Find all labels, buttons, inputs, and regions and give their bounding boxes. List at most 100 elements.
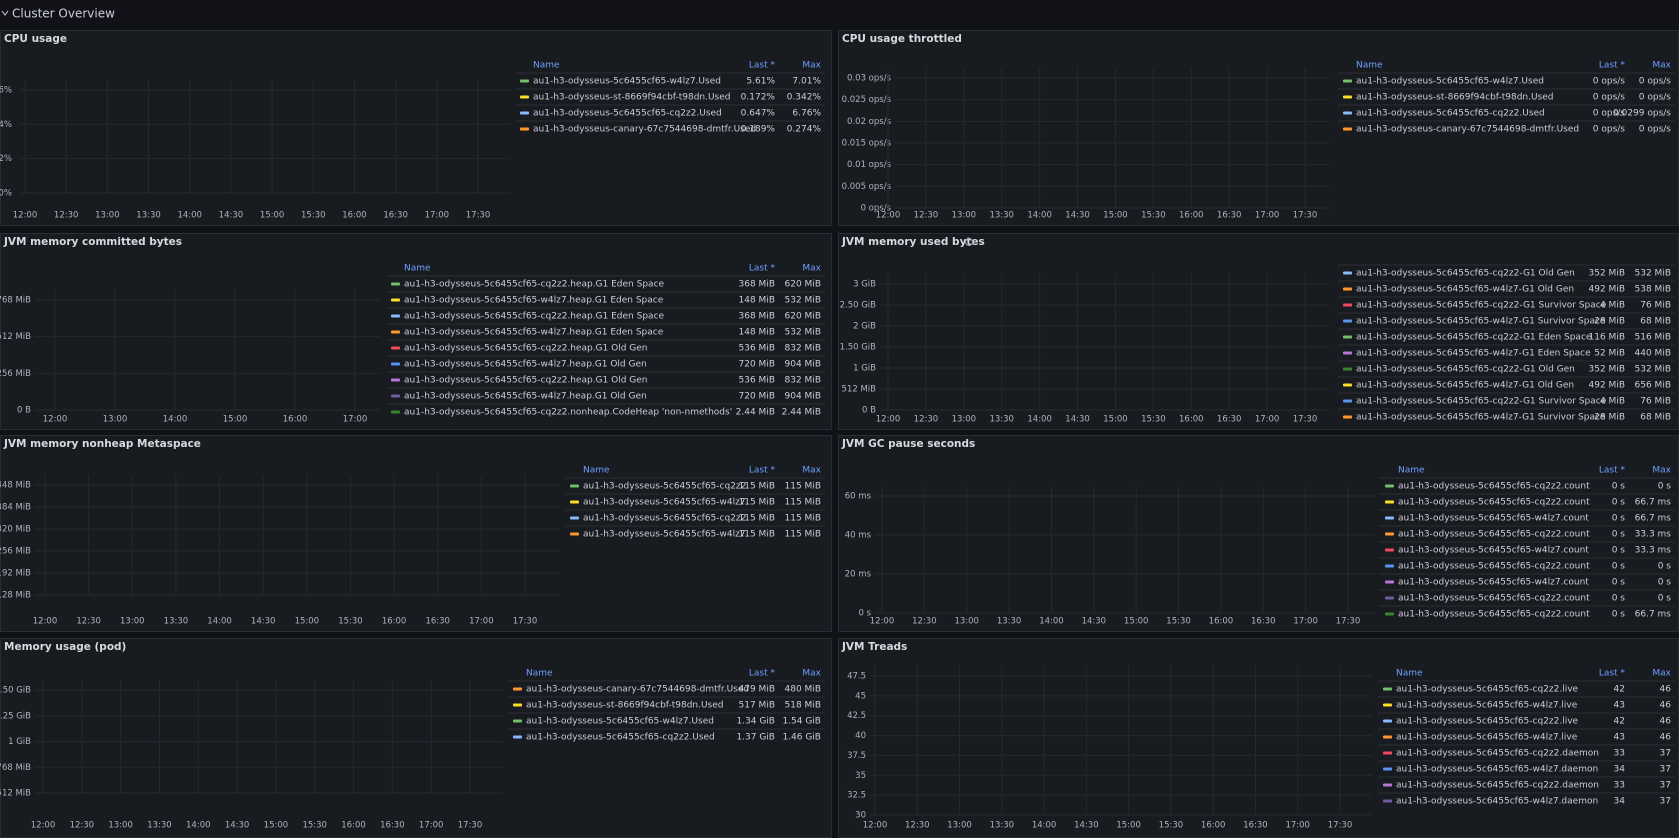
legend-last: 34 <box>1614 765 1626 775</box>
legend-name[interactable]: au1-h3-odysseus-5c6455cf65-w4lz7.daemon <box>1396 797 1598 807</box>
legend-name[interactable]: au1-h3-odysseus-5c6455cf65-cq2z2.count <box>1398 610 1590 620</box>
legend-name[interactable]: au1-h3-odysseus-5c6455cf65-cq2z2.Used <box>1356 109 1545 119</box>
legend-name[interactable]: au1-h3-odysseus-5c6455cf65-w4lz7-G1 Old … <box>1356 285 1574 295</box>
legend-header: Name <box>404 264 431 274</box>
legend-name[interactable]: au1-h3-odysseus-5c6455cf65-cq2z2.Used <box>533 109 722 119</box>
legend-name[interactable]: au1-h3-odysseus-5c6455cf65-cq2z2.heap.G1… <box>404 280 665 290</box>
legend-name[interactable]: au1-h3-odysseus-5c6455cf65-cq2z2.count <box>1398 498 1590 508</box>
legend-name[interactable]: au1-h3-odysseus-5c6455cf65-cq2z2.live <box>1396 685 1579 695</box>
legend-header: Last * <box>1599 669 1626 679</box>
legend-name[interactable]: au1-h3-odysseus-5c6455cf65-w4lz7.heap.G1… <box>404 360 647 370</box>
legend-swatch <box>520 95 529 99</box>
dashboard-title: Cluster Overview <box>12 7 115 21</box>
panel <box>838 30 1679 226</box>
legend-max: 0 s <box>1658 482 1672 492</box>
legend-max: 115 MiB <box>785 514 821 524</box>
x-tick-label: 17:00 <box>425 211 450 221</box>
legend-max: 2.44 MiB <box>782 408 821 418</box>
legend-name[interactable]: au1-h3-odysseus-5c6455cf65-w4lz7.heap.G1… <box>404 392 647 402</box>
x-tick-label: 16:00 <box>283 415 308 425</box>
legend-name[interactable]: au1-h3-odysseus-5c6455cf65-w4lz7-G1 Eden… <box>1356 349 1591 359</box>
y-tick-label: 256 MiB <box>0 547 31 557</box>
legend-name[interactable]: au1-h3-odysseus-canary-67c7544698-dmtfr.… <box>533 125 756 135</box>
legend-name[interactable]: au1-h3-odysseus-5c6455cf65-w4lz7 <box>583 530 746 540</box>
legend-name[interactable]: au1-h3-odysseus-5c6455cf65-w4lz7 <box>583 498 746 508</box>
x-tick-label: 15:30 <box>338 617 363 627</box>
legend-name[interactable]: au1-h3-odysseus-5c6455cf65-w4lz7.count <box>1398 514 1589 524</box>
panel <box>838 435 1679 632</box>
legend-last: 0 s <box>1612 514 1626 524</box>
legend-name[interactable]: au1-h3-odysseus-5c6455cf65-w4lz7-G1 Old … <box>1356 381 1574 391</box>
panel <box>0 233 832 430</box>
legend-name[interactable]: au1-h3-odysseus-5c6455cf65-cq2z2.heap.G1… <box>404 312 665 322</box>
legend-name[interactable]: au1-h3-odysseus-5c6455cf65-cq2z2.count <box>1398 530 1590 540</box>
legend-name[interactable]: au1-h3-odysseus-st-8669f94cbf-t98dn.Used <box>1356 93 1554 103</box>
x-tick-label: 13:00 <box>954 617 979 627</box>
legend-name[interactable]: au1-h3-odysseus-st-8669f94cbf-t98dn.Used <box>533 93 731 103</box>
legend-name[interactable]: au1-h3-odysseus-5c6455cf65-w4lz7-G1 Surv… <box>1356 317 1606 327</box>
legend-name[interactable]: au1-h3-odysseus-st-8669f94cbf-t98dn.Used <box>526 701 724 711</box>
x-tick-label: 13:00 <box>952 211 977 221</box>
legend-max: 0 s <box>1658 578 1672 588</box>
legend-name[interactable]: au1-h3-odysseus-5c6455cf65-w4lz7.Used <box>526 717 714 727</box>
x-tick-label: 14:00 <box>1039 617 1064 627</box>
legend-name[interactable]: au1-h3-odysseus-5c6455cf65-cq2z2.daemon <box>1396 749 1599 759</box>
legend-last: 1.37 GiB <box>736 733 775 743</box>
legend-last: 43 <box>1614 701 1625 711</box>
legend-name[interactable]: au1-h3-odysseus-5c6455cf65-cq2z2.count <box>1398 594 1590 604</box>
legend-header: Last * <box>749 669 776 679</box>
x-tick-label: 14:30 <box>1065 415 1090 425</box>
legend-last: 0 s <box>1612 594 1626 604</box>
legend-name[interactable]: au1-h3-odysseus-5c6455cf65-cq2z2.heap.G1… <box>404 376 648 386</box>
legend-name[interactable]: au1-h3-odysseus-canary-67c7544698-dmtfr.… <box>526 685 749 695</box>
legend-name[interactable]: au1-h3-odysseus-5c6455cf65-cq2z2-G1 Old … <box>1356 269 1575 279</box>
legend-name[interactable]: au1-h3-odysseus-5c6455cf65-cq2z2-G1 Eden… <box>1356 333 1592 343</box>
legend-max: 0.274% <box>787 125 822 135</box>
legend-last: 352 MiB <box>1589 365 1625 375</box>
legend-name[interactable]: au1-h3-odysseus-canary-67c7544698-dmtfr.… <box>1356 125 1579 135</box>
legend-name[interactable]: au1-h3-odysseus-5c6455cf65-cq2z2.heap.G1… <box>404 344 648 354</box>
legend-name[interactable]: au1-h3-odysseus-5c6455cf65-cq2z2.daemon <box>1396 781 1599 791</box>
legend-name[interactable]: au1-h3-odysseus-5c6455cf65-cq2z2.live <box>1396 717 1579 727</box>
x-tick-label: 17:30 <box>1293 211 1318 221</box>
legend-name[interactable]: au1-h3-odysseus-5c6455cf65-w4lz7-G1 Surv… <box>1356 413 1606 423</box>
legend-max: 76 MiB <box>1640 301 1671 311</box>
collapse-icon[interactable] <box>1 10 9 16</box>
legend-name[interactable]: au1-h3-odysseus-5c6455cf65-w4lz7.Used <box>533 77 721 87</box>
panel <box>838 233 1679 430</box>
x-tick-label: 15:00 <box>264 821 289 831</box>
legend-name[interactable]: au1-h3-odysseus-5c6455cf65-w4lz7.Used <box>1356 77 1544 87</box>
y-tick-label: 192 MiB <box>0 569 31 579</box>
legend-name[interactable]: au1-h3-odysseus-5c6455cf65-w4lz7.count <box>1398 546 1589 556</box>
legend-name[interactable]: au1-h3-odysseus-5c6455cf65-w4lz7.live <box>1396 701 1578 711</box>
y-tick-label: 20 ms <box>845 570 872 580</box>
legend-name[interactable]: au1-h3-odysseus-5c6455cf65-cq2z2.count <box>1398 562 1590 572</box>
legend-name[interactable]: au1-h3-odysseus-5c6455cf65-w4lz7.daemon <box>1396 765 1598 775</box>
legend-max: 620 MiB <box>785 312 821 322</box>
y-tick-label: 40 <box>855 731 866 741</box>
y-tick-label: 0.005 ops/s <box>842 182 892 192</box>
legend-name[interactable]: au1-h3-odysseus-5c6455cf65-cq2z2.Used <box>526 733 715 743</box>
legend-name[interactable]: au1-h3-odysseus-5c6455cf65-cq2z2-G1 Surv… <box>1356 301 1607 311</box>
legend-name[interactable]: au1-h3-odysseus-5c6455cf65-w4lz7.heap.G1… <box>404 296 664 306</box>
legend-name[interactable]: au1-h3-odysseus-5c6455cf65-cq2z2-G1 Old … <box>1356 365 1575 375</box>
legend-name[interactable]: au1-h3-odysseus-5c6455cf65-w4lz7.heap.G1… <box>404 328 664 338</box>
legend-max: 0 ops/s <box>1639 77 1672 87</box>
legend-max: 620 MiB <box>785 280 821 290</box>
legend-name[interactable]: au1-h3-odysseus-5c6455cf65-cq2z2.count <box>1398 482 1590 492</box>
legend-name[interactable]: au1-h3-odysseus-5c6455cf65-cq2z2.nonheap… <box>404 408 732 418</box>
legend-name[interactable]: au1-h3-odysseus-5c6455cf65-cq2z2 <box>583 482 746 492</box>
legend-last: 0 ops/s <box>1593 93 1626 103</box>
legend-name[interactable]: au1-h3-odysseus-5c6455cf65-cq2z2-G1 Surv… <box>1356 397 1607 407</box>
y-tick-label: 2.50 GiB <box>840 301 877 311</box>
y-tick-label: 1 GiB <box>8 737 31 747</box>
legend-name[interactable]: au1-h3-odysseus-5c6455cf65-w4lz7.count <box>1398 578 1589 588</box>
legend-last: 148 MiB <box>739 296 775 306</box>
x-tick-label: 15:00 <box>1103 415 1128 425</box>
legend-name[interactable]: au1-h3-odysseus-5c6455cf65-w4lz7.live <box>1396 733 1578 743</box>
legend-max: 46 <box>1660 685 1672 695</box>
legend-swatch <box>391 410 400 414</box>
x-tick-label: 12:00 <box>33 617 58 627</box>
legend-header: Max <box>1652 669 1671 679</box>
legend-name[interactable]: au1-h3-odysseus-5c6455cf65-cq2z2 <box>583 514 746 524</box>
